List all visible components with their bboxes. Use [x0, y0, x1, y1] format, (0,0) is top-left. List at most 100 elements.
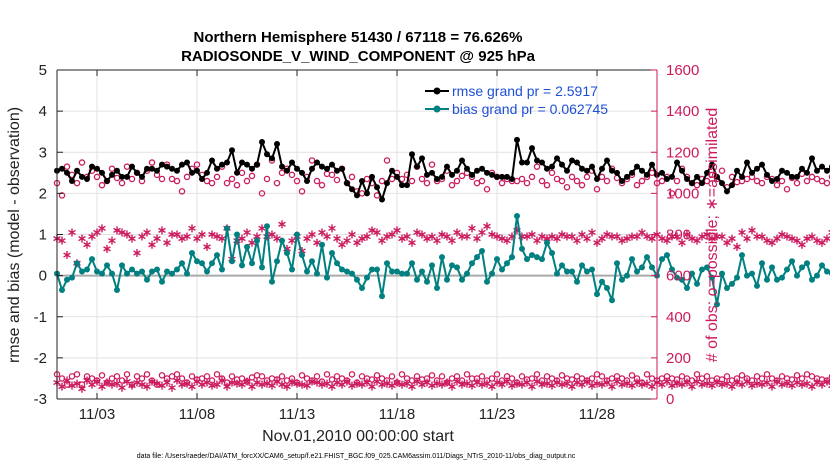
- rmse-point: [314, 159, 320, 166]
- obs-assimilated-marker: [63, 251, 71, 260]
- obs-assimilated-marker: [523, 378, 531, 387]
- rmse-point: [809, 155, 815, 162]
- rmse-point: [739, 173, 745, 180]
- bias-point: [514, 212, 520, 219]
- obs-possible-marker: [288, 171, 296, 179]
- obs-assimilated-marker: [193, 234, 201, 243]
- obs-assimilated-marker: [588, 381, 596, 390]
- rmse-point: [149, 165, 155, 172]
- rmse-point: [59, 165, 65, 172]
- rmse-point: [744, 159, 750, 166]
- bias-point: [439, 254, 445, 261]
- obs-assimilated-marker: [333, 234, 341, 243]
- y-right-tick-label: 800: [666, 227, 691, 244]
- rmse-line: [56, 138, 830, 201]
- obs-assimilated-marker: [553, 378, 561, 387]
- obs-assimilated-marker: [198, 380, 206, 389]
- rmse-point: [644, 171, 650, 178]
- obs-assimilated-marker: [368, 382, 376, 391]
- obs-assimilated-marker: [553, 234, 561, 243]
- y-right-tick-label: 200: [666, 350, 691, 367]
- obs-assimilated-marker: [463, 379, 471, 388]
- rmse-point: [484, 169, 490, 176]
- bias-point: [249, 260, 255, 267]
- obs-assimilated-marker: [278, 380, 286, 389]
- bias-point: [339, 266, 345, 273]
- bias-point: [684, 284, 690, 291]
- obs-assimilated-marker: [103, 378, 111, 387]
- obs-assimilated-marker: [158, 226, 166, 235]
- rmse-point: [409, 151, 415, 158]
- rmse-point: [804, 169, 810, 176]
- bias-point: [344, 268, 350, 275]
- rmse-point: [139, 173, 145, 180]
- obs-assimilated-marker: [118, 228, 126, 237]
- bias-point: [69, 274, 75, 281]
- rmse-point: [719, 180, 725, 187]
- obs-assimilated-marker: [713, 378, 721, 387]
- obs-assimilated-marker: [418, 380, 426, 389]
- obs-assimilated-marker: [583, 234, 591, 243]
- obs-assimilated-marker: [408, 238, 416, 247]
- obs-assimilated-marker: [113, 226, 121, 235]
- obs-possible-marker: [418, 175, 426, 183]
- obs-possible-marker: [73, 371, 81, 378]
- obs-assimilated-marker: [763, 378, 771, 387]
- obs-assimilated-marker: [793, 236, 801, 245]
- y-left-tick-label: 0: [39, 268, 47, 285]
- bias-point: [749, 270, 755, 277]
- y-left-tick-label: -1: [34, 309, 47, 326]
- obs-assimilated-marker: [123, 230, 131, 239]
- rmse-point: [604, 157, 610, 164]
- obs-assimilated-marker: [663, 236, 671, 245]
- obs-possible-marker: [298, 372, 306, 379]
- obs-assimilated-marker: [323, 232, 331, 241]
- obs-possible-marker: [568, 376, 576, 383]
- bias-point: [119, 262, 125, 269]
- rmse-point: [259, 138, 265, 145]
- chart-title-line2: RADIOSONDE_V_WIND_COMPONENT @ 925 hPa: [181, 48, 536, 65]
- bias-point: [579, 262, 585, 269]
- obs-assimilated-marker: [378, 236, 386, 245]
- bias-point: [739, 252, 745, 259]
- obs-possible-marker: [823, 179, 830, 187]
- bias-point: [139, 268, 145, 275]
- rmse-point: [184, 159, 190, 166]
- obs-assimilated-marker: [683, 378, 691, 387]
- obs-assimilated-marker: [578, 230, 586, 239]
- rmse-point: [169, 165, 175, 172]
- obs-possible-marker: [558, 372, 566, 379]
- rmse-point: [284, 167, 290, 174]
- obs-assimilated-marker: [133, 378, 141, 387]
- bias-point: [204, 268, 210, 275]
- rmse-point: [589, 163, 595, 170]
- obs-assimilated-marker: [78, 384, 86, 393]
- rmse-point: [749, 169, 755, 176]
- rmse-point: [639, 167, 645, 174]
- rmse-point: [434, 175, 440, 182]
- rmse-point: [429, 169, 435, 176]
- rmse-point: [444, 163, 450, 170]
- rmse-point: [514, 136, 520, 143]
- bias-point: [604, 284, 610, 291]
- obs-assimilated-marker: [343, 236, 351, 245]
- rmse-point: [249, 165, 255, 172]
- bias-point: [94, 268, 100, 275]
- rmse-point: [534, 157, 540, 164]
- obs-possible-marker: [363, 175, 371, 183]
- rmse-point: [159, 161, 165, 168]
- bias-point: [264, 223, 270, 230]
- obs-possible-marker: [508, 375, 516, 382]
- obs-assimilated-marker: [428, 232, 436, 241]
- obs-possible-marker: [593, 186, 601, 193]
- obs-possible-marker: [193, 161, 201, 168]
- rmse-point: [764, 171, 770, 178]
- bias-point: [789, 258, 795, 265]
- obs-assimilated-marker: [598, 234, 606, 243]
- rmse-point: [189, 169, 195, 176]
- obs-assimilated-marker: [198, 230, 206, 239]
- bias-point: [324, 274, 330, 281]
- rmse-point: [474, 167, 480, 174]
- rmse-point: [794, 173, 800, 180]
- bias-point: [699, 266, 705, 273]
